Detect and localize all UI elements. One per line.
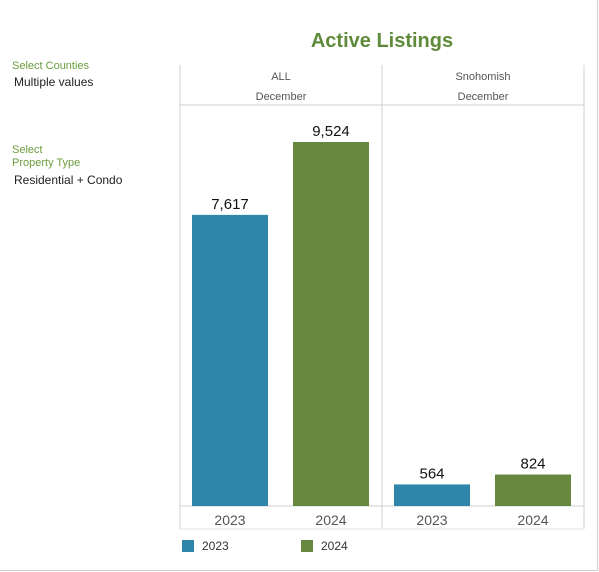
x-tick-label-all-2023: 2023 [214, 512, 245, 528]
bar-snohomish-2024 [495, 474, 571, 506]
legend-label-2024: 2024 [321, 539, 348, 553]
property-type-filter-label-line1: Select [12, 144, 43, 156]
panel-header-region: ALL [271, 71, 291, 83]
panel-header-month: December [256, 91, 307, 103]
panel-header-region: Snohomish [455, 71, 510, 83]
legend-swatch-2023 [182, 540, 194, 552]
legend-swatch-2024 [301, 540, 313, 552]
property-type-filter-label-line2: Property Type [12, 157, 81, 169]
data-label-all-2024: 9,524 [312, 123, 350, 140]
property-type-filter-value[interactable]: Residential + Condo [14, 173, 123, 187]
panel-header-month: December [458, 91, 509, 103]
bar-snohomish-2023 [394, 484, 470, 506]
x-tick-label-snohomish-2024: 2024 [517, 512, 548, 528]
legend-item-2024[interactable]: 2024 [301, 539, 348, 553]
x-tick-label-snohomish-2023: 2023 [416, 512, 447, 528]
legend-label-2023: 2023 [202, 539, 229, 553]
legend-item-2023[interactable]: 2023 [182, 539, 229, 553]
data-label-all-2023: 7,617 [211, 196, 249, 213]
bar-all-2024 [293, 142, 369, 506]
x-tick-label-all-2024: 2024 [315, 512, 346, 528]
chart-title: Active Listings [310, 30, 454, 52]
counties-filter-label: Select Counties [12, 60, 90, 72]
data-label-snohomish-2023: 564 [419, 465, 444, 482]
counties-filter-value[interactable]: Multiple values [14, 75, 94, 89]
data-label-snohomish-2024: 824 [520, 456, 545, 473]
bar-all-2023 [192, 214, 268, 506]
